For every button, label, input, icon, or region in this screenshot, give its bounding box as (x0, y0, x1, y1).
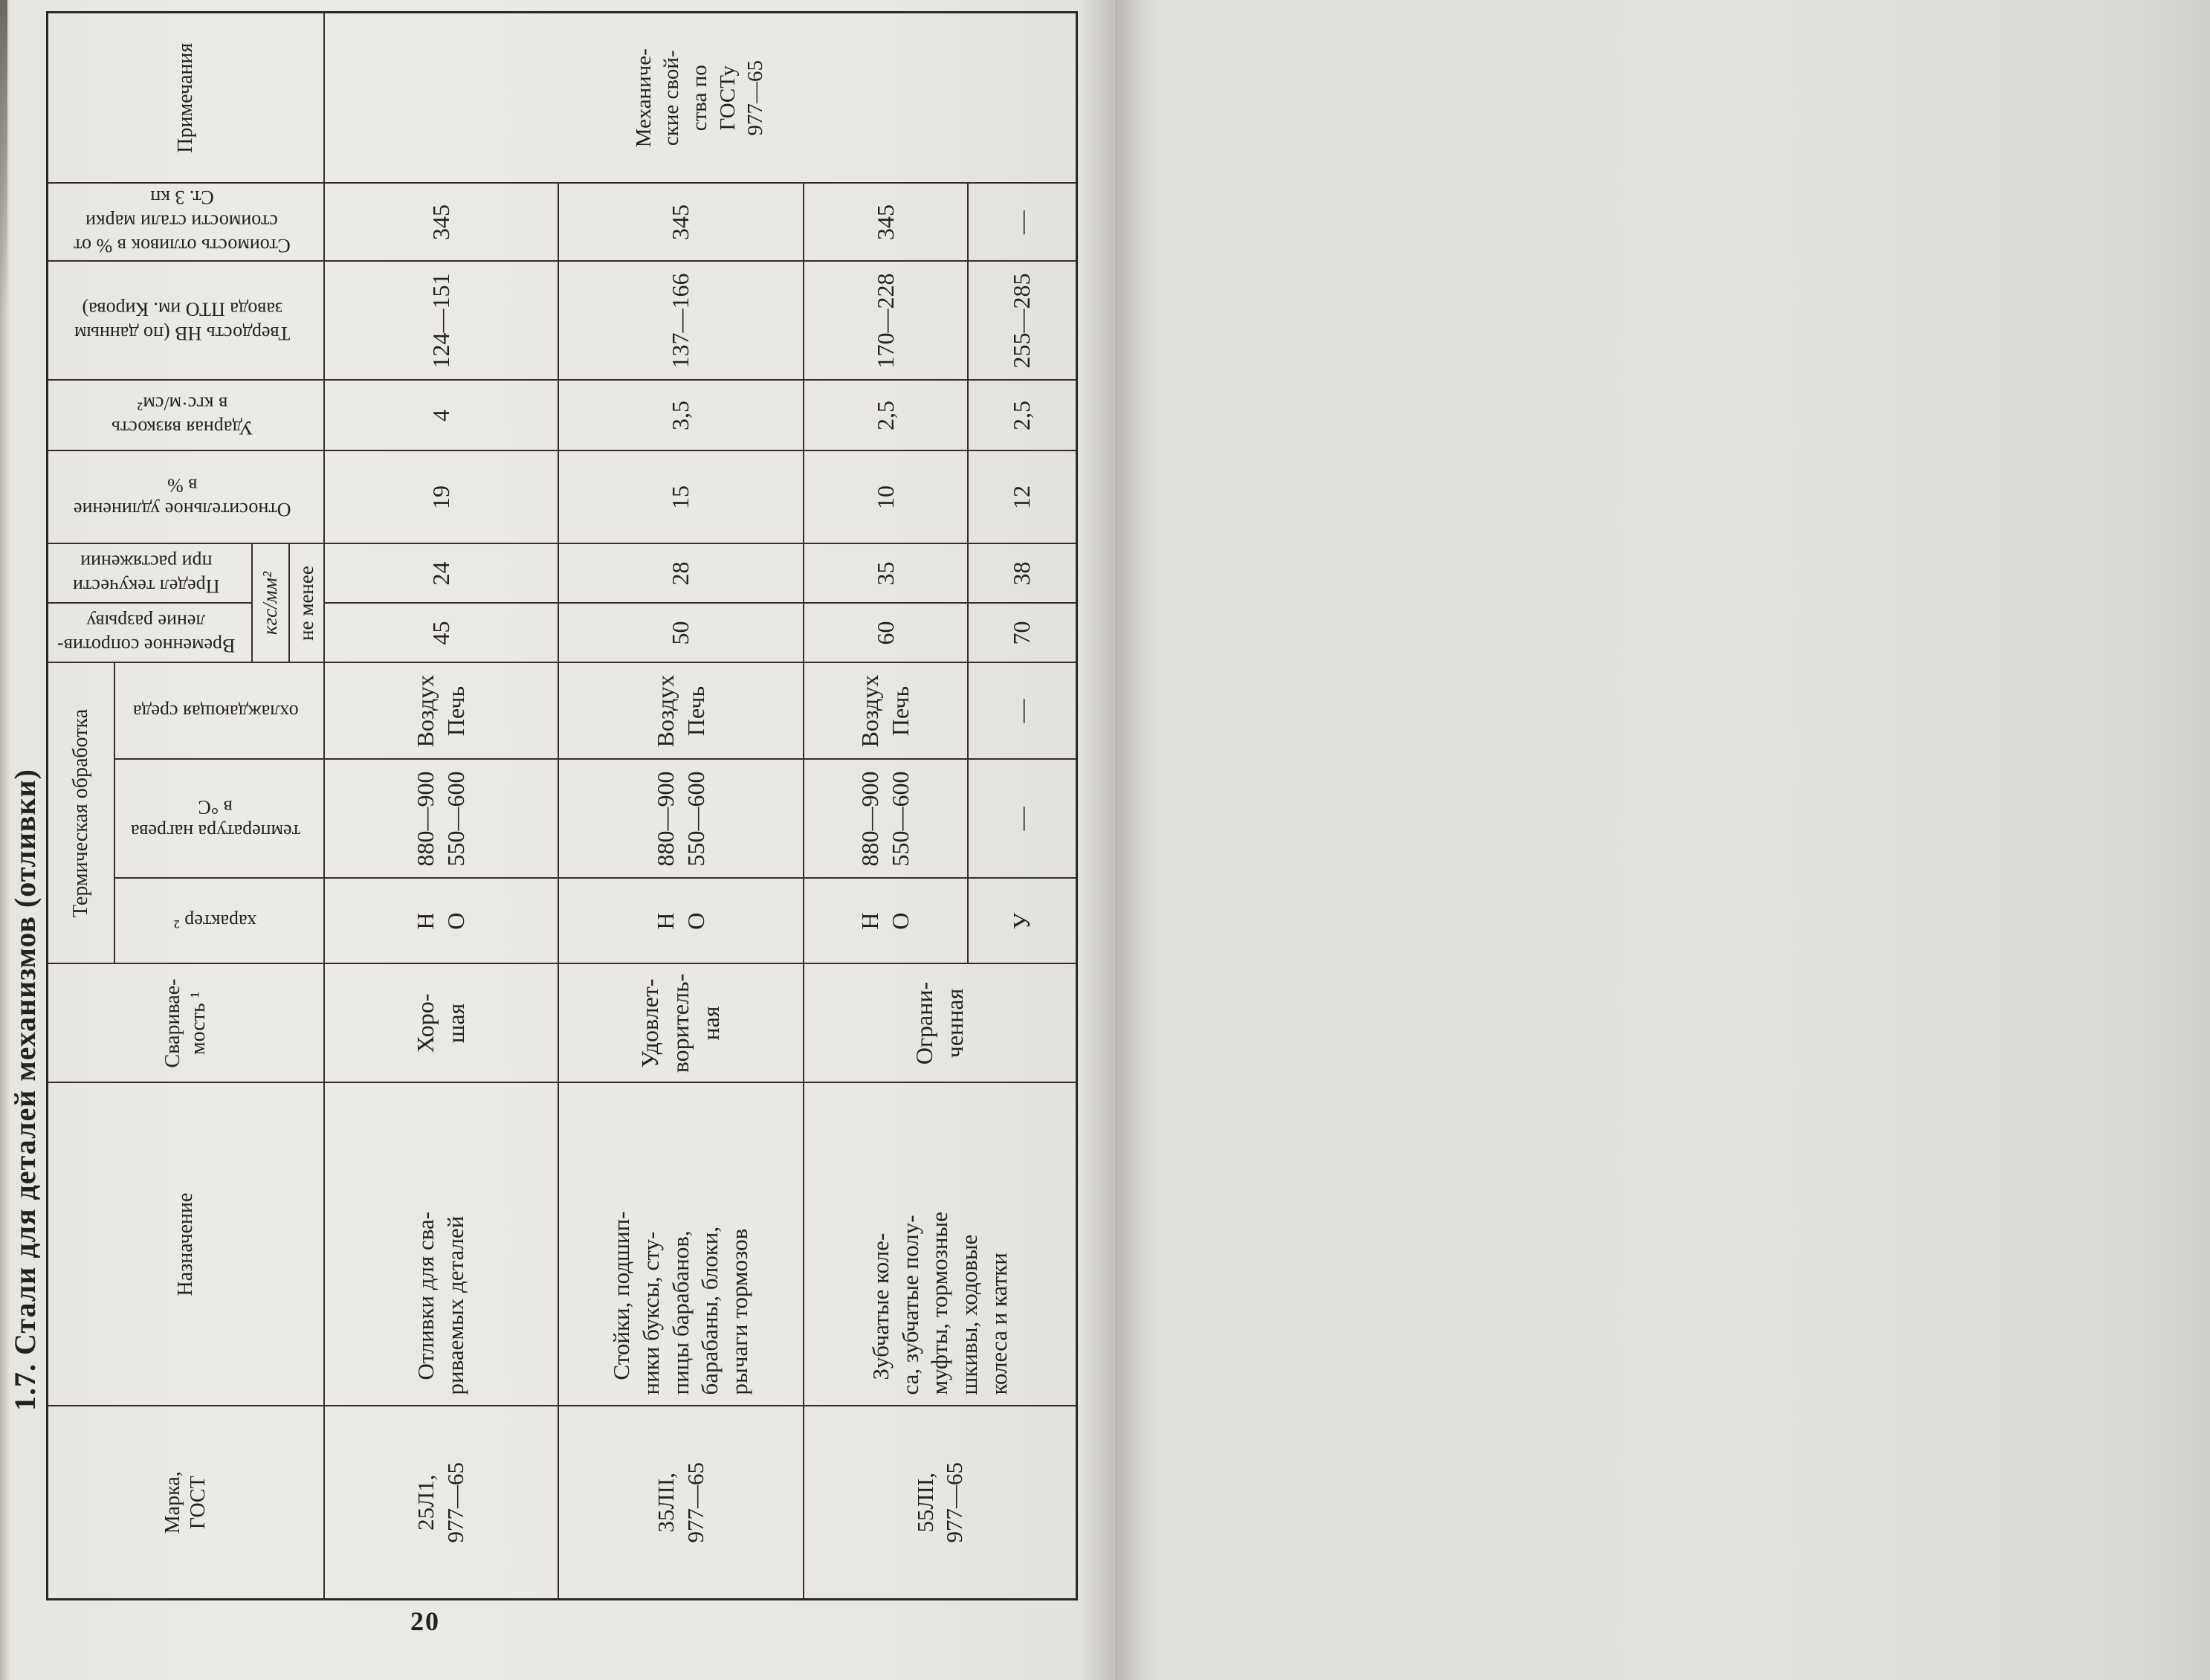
cell-ht-cooling: Воздух Печь (323, 662, 558, 760)
cell-yield: 38 (967, 543, 1077, 604)
cell-impact: 4 (323, 380, 558, 451)
cell-ht-cooling: Воздух Печь (558, 662, 804, 760)
page-number: 20 (410, 1606, 440, 1636)
table-header: Марка, ГОСТ Назначение Сваривае- мость ¹… (47, 12, 324, 1600)
cell-weldability: Ограни- ченная (803, 963, 1077, 1083)
cell-grade: 25Л1, 977—65 (323, 1406, 558, 1600)
cell-hardness: 170—228 (803, 261, 968, 381)
cell-elongation: 15 (558, 450, 804, 544)
cell-yield: 28 (558, 543, 804, 604)
header-purpose: Назначение (47, 1082, 324, 1406)
cell-yield: 24 (323, 543, 558, 604)
cell-ht-temperature: 880—900 550—600 (803, 759, 968, 879)
cell-cost: — (967, 183, 1077, 262)
cell-elongation: 10 (803, 450, 968, 544)
header-grade: Марка, ГОСТ (47, 1406, 324, 1600)
header-hardness: Твердость НВ (по данным завода ПТО им. К… (47, 261, 324, 381)
header-elongation: Относительное удлинение в % (47, 450, 324, 544)
cell-ht-temperature: 880—900 550—600 (558, 759, 804, 879)
cell-purpose: Стойки, подшип- ники буксы, сту- пицы ба… (558, 1082, 804, 1406)
cell-purpose: Зубчатые коле- са, зубчатые полу- муфты,… (803, 1082, 1077, 1406)
cell-impact: 2,5 (803, 380, 968, 451)
cell-ht-character: Н О (558, 878, 804, 964)
cell-ht-character: Н О (803, 878, 968, 964)
header-yield-strength: Предел текучести при растяжении (47, 543, 252, 604)
cell-purpose: Отливки для сва- риваемых деталей (323, 1082, 558, 1406)
cell-ht-character: У (967, 878, 1077, 964)
cell-cost: 345 (803, 183, 968, 262)
header-cost: Стоимость отливок в % от стоимости стали… (47, 183, 324, 262)
cell-grade: 55ЛII, 977—65 (803, 1406, 1077, 1600)
table-row: 55ЛII, 977—65 Зубчатые коле- са, зубчаты… (803, 12, 1077, 1600)
header-not-less: не менее (288, 543, 324, 663)
cell-tensile: 70 (967, 603, 1077, 663)
page-right: Продолжение табл. 1.7 Марка, ГОСТ Назнач… (1115, 0, 2210, 1680)
cell-ht-temperature: 880—900 550—600 (323, 759, 558, 879)
cell-tensile: 50 (558, 603, 804, 663)
cell-weldability: Хоро- шая (323, 963, 558, 1083)
header-ht-temperature: температура нагрева в °С (114, 759, 324, 879)
cell-tensile: 45 (323, 603, 558, 663)
header-heat-treatment: Термическая обработка (47, 662, 114, 964)
cell-ht-character: Н О (323, 878, 558, 964)
cell-elongation: 19 (323, 450, 558, 544)
table-row: 35ЛII, 977—65 Стойки, подшип- ники буксы… (558, 12, 804, 1600)
cell-ht-temperature: — (967, 759, 1077, 879)
table-row: 25Л1, 977—65 Отливки для сва- риваемых д… (323, 12, 1077, 1600)
header-notes: Примечания (47, 12, 324, 184)
cell-grade: 35ЛII, 977—65 (558, 1406, 804, 1600)
cell-weldability: Удовлет- воритель- ная (558, 963, 804, 1083)
steel-castings-table-page20: Марка, ГОСТ Назначение Сваривае- мость ¹… (46, 10, 1078, 1600)
cell-hardness: 124—151 (323, 261, 558, 381)
cell-elongation: 12 (967, 450, 1077, 544)
header-weldability: Сваривае- мость ¹ (47, 963, 324, 1083)
cell-cost: 345 (558, 183, 804, 262)
rotated-content-page20: 1.7. Стали для деталей механизмов (отлив… (7, 10, 1082, 1600)
table-title: 1.7. Стали для деталей механизмов (отлив… (8, 769, 42, 1411)
cell-hardness: 137—166 (558, 261, 804, 381)
header-ht-cooling: охлаждающая среда (114, 662, 324, 760)
cell-hardness: 255—285 (967, 261, 1077, 381)
cell-ht-cooling: Воздух Печь (803, 662, 968, 760)
cell-cost: 345 (323, 183, 558, 262)
page-left: 1.7. Стали для деталей механизмов (отлив… (0, 0, 1115, 1680)
header-tensile-strength: Временное сопротив- ление разрыву (47, 603, 252, 663)
cell-ht-cooling: — (967, 662, 1077, 760)
cell-tensile: 60 (803, 603, 968, 663)
header-impact-toughness: Ударная вязкость в кгс·м/см² (47, 380, 324, 451)
cell-impact: 3,5 (558, 380, 804, 451)
cell-impact: 2,5 (967, 380, 1077, 451)
header-ht-character: характер ² (114, 878, 324, 964)
scan-edge-shadow (0, 0, 7, 312)
cell-yield: 35 (803, 543, 968, 604)
header-units: кгс/мм² (251, 543, 289, 663)
cell-notes: Механиче- ские свой- ства по ГОСТу 977—6… (323, 12, 1077, 184)
